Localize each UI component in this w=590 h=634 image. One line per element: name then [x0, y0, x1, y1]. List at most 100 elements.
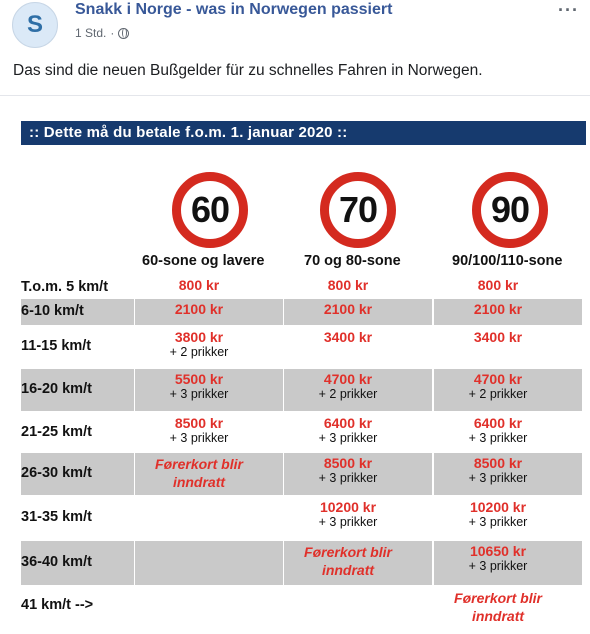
row-shade: [434, 369, 582, 411]
fine-cell: 5500 kr + 3 prikker: [129, 371, 269, 401]
fine-cell: 3800 kr + 2 prikker: [129, 329, 269, 359]
row-label: 21-25 km/t: [21, 424, 92, 440]
fine-cell: 4700 kr + 2 prikker: [428, 371, 568, 401]
license-revoked: Førerkort blir: [155, 456, 243, 472]
row-label: 41 km/t -->: [21, 597, 94, 613]
speed-sign-90: 90: [472, 172, 548, 248]
penalty-points: + 3 prikker: [318, 471, 378, 485]
penalty-points: + 3 prikker: [468, 515, 528, 529]
fine-cell: Førerkort blir inndratt: [278, 543, 418, 579]
page-name-link[interactable]: Snakk i Norge - was in Norwegen passiert: [75, 1, 393, 18]
fine-cell: 2100 kr: [129, 301, 269, 317]
fine-cell: 8500 kr + 3 prikker: [129, 415, 269, 445]
penalty-points: + 3 prikker: [169, 387, 229, 401]
fine-cell: 6400 kr + 3 prikker: [278, 415, 418, 445]
row-label: 6-10 km/t: [21, 303, 84, 319]
fine-amount: 4700 kr: [323, 371, 373, 387]
penalty-points: + 3 prikker: [318, 431, 378, 445]
fine-amount: 4700 kr: [473, 371, 523, 387]
row-shade: [135, 453, 283, 495]
avatar-letter: S: [26, 11, 43, 38]
globe-icon[interactable]: [118, 27, 130, 39]
license-revoked: inndratt: [321, 562, 375, 578]
row-shade: [135, 299, 283, 325]
more-options-button[interactable]: ···: [558, 0, 579, 20]
row-shade: [135, 369, 283, 411]
fine-cell: 10200 kr + 3 prikker: [278, 499, 418, 529]
fine-cell: 8500 kr + 3 prikker: [428, 455, 568, 485]
fine-amount: 3400 kr: [323, 329, 373, 345]
row-label: 16-20 km/t: [21, 381, 92, 397]
fine-amount: 800 kr: [477, 277, 519, 293]
fine-amount: 8500 kr: [473, 455, 523, 471]
row-shade: [434, 453, 582, 495]
fine-amount: 3800 kr: [174, 329, 224, 345]
penalty-points: + 2 prikker: [468, 387, 528, 401]
row-label: 11-15 km/t: [21, 338, 92, 354]
row-shade: [21, 299, 134, 325]
speed-sign-60: 60: [172, 172, 248, 248]
fine-cell: 2100 kr: [278, 301, 418, 317]
penalty-points: + 3 prikker: [318, 515, 378, 529]
banner-title: :: Dette må du betale f.o.m. 1. januar 2…: [29, 124, 348, 141]
fine-cell: 8500 kr + 3 prikker: [278, 455, 418, 485]
fine-cell: 2100 kr: [428, 301, 568, 317]
row-shade: [21, 369, 134, 411]
post-meta: 1 Std. ·: [75, 26, 130, 40]
fine-amount: 2100 kr: [323, 301, 373, 317]
license-revoked: inndratt: [471, 608, 525, 624]
fine-amount: 2100 kr: [174, 301, 224, 317]
fine-amount: 6400 kr: [323, 415, 373, 431]
license-revoked: Førerkort blir: [304, 544, 392, 560]
fine-cell: 4700 kr + 2 prikker: [278, 371, 418, 401]
fine-cell: 3400 kr: [278, 329, 418, 345]
fine-amount: 10200 kr: [469, 499, 527, 515]
penalty-points: + 2 prikker: [318, 387, 378, 401]
post-text: Das sind die neuen Bußgelder für zu schn…: [13, 62, 483, 79]
row-shade: [284, 541, 432, 585]
penalty-points: + 2 prikker: [169, 345, 229, 359]
fine-cell: Førerkort blir inndratt: [428, 589, 568, 625]
row-label: T.o.m. 5 km/t: [21, 279, 109, 295]
fine-amount: 8500 kr: [323, 455, 373, 471]
speed-sign-number: 60: [190, 189, 230, 230]
row-label: 31-35 km/t: [21, 509, 92, 525]
meta-separator: ·: [110, 26, 115, 40]
row-shade: [284, 453, 432, 495]
row-label: 26-30 km/t: [21, 465, 92, 481]
row-shade: [21, 541, 134, 585]
post-image[interactable]: :: Dette må du betale f.o.m. 1. januar 2…: [2, 97, 590, 634]
row-shade: [284, 299, 432, 325]
avatar[interactable]: S: [12, 2, 58, 48]
fine-cell: 10650 kr + 3 prikker: [428, 543, 568, 573]
row-label: 36-40 km/t: [21, 554, 92, 570]
row-shade: [434, 541, 582, 585]
zone-label: 90/100/110-sone: [452, 253, 563, 269]
fine-amount: 8500 kr: [174, 415, 224, 431]
row-shade: [434, 299, 582, 325]
post-time[interactable]: 1 Std.: [75, 26, 107, 40]
fine-amount: 800 kr: [178, 277, 220, 293]
fine-cell: 800 kr: [428, 277, 568, 293]
zone-label: 70 og 80-sone: [304, 253, 401, 269]
license-revoked: Førerkort blir: [454, 590, 542, 606]
fine-cell: Førerkort blir inndratt: [129, 455, 269, 491]
penalty-points: + 3 prikker: [468, 471, 528, 485]
fine-cell: 800 kr: [278, 277, 418, 293]
penalty-points: + 3 prikker: [468, 559, 528, 573]
fine-cell: 3400 kr: [428, 329, 568, 345]
speed-sign-number: 90: [490, 189, 530, 230]
fine-amount: 10200 kr: [319, 499, 377, 515]
fine-amount: 10650 kr: [469, 543, 527, 559]
banner: :: Dette må du betale f.o.m. 1. januar 2…: [21, 121, 586, 145]
fine-amount: 5500 kr: [174, 371, 224, 387]
fine-amount: 6400 kr: [473, 415, 523, 431]
speed-sign-number: 70: [338, 189, 378, 230]
row-shade: [284, 369, 432, 411]
fine-amount: 2100 kr: [473, 301, 523, 317]
row-shade: [135, 541, 283, 585]
penalty-points: + 3 prikker: [468, 431, 528, 445]
license-revoked: inndratt: [172, 474, 226, 490]
speed-sign-70: 70: [320, 172, 396, 248]
fine-cell: 10200 kr + 3 prikker: [428, 499, 568, 529]
